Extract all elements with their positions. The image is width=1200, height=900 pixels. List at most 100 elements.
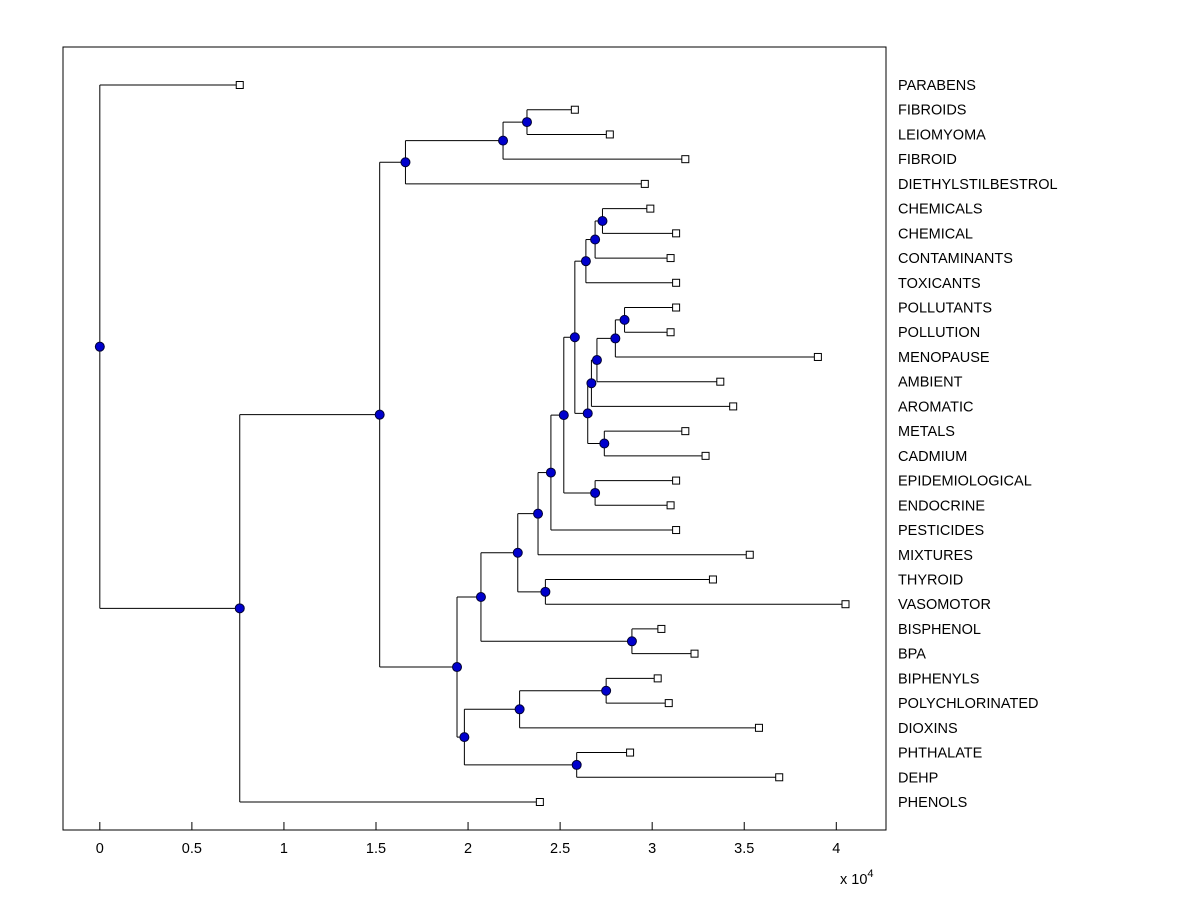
branch-node-marker — [512, 547, 523, 558]
x-tick-label: 3.5 — [734, 841, 754, 857]
leaf-label: DEHP — [898, 770, 938, 786]
leaf-label: LEIOMYOMA — [898, 127, 986, 143]
leaf-node-marker — [666, 254, 675, 263]
leaf-label: AROMATIC — [898, 399, 973, 415]
leaf-label: CADMIUM — [898, 449, 967, 465]
x-tick-label: 0.5 — [182, 841, 202, 857]
leaf-node-marker — [729, 402, 738, 411]
branch-node-marker — [540, 586, 551, 597]
leaf-node-marker — [235, 81, 244, 89]
branch-node-marker — [234, 603, 245, 614]
leaf-node-marker — [646, 204, 655, 213]
x-tick-label: 3 — [648, 841, 656, 857]
branch-node-marker — [610, 333, 621, 344]
branch-node-marker — [569, 332, 580, 343]
x-tick-label: 1 — [280, 841, 288, 857]
branch-node-marker — [475, 592, 486, 603]
leaf-node-marker — [681, 427, 690, 436]
leaf-label: THYROID — [898, 572, 963, 588]
leaf-node-marker — [666, 328, 675, 337]
branch-node-marker — [533, 508, 544, 519]
branch-node-marker — [580, 256, 591, 267]
leaf-node-marker — [701, 451, 710, 460]
leaf-node-marker — [775, 773, 784, 782]
leaf-label: POLLUTION — [898, 325, 980, 341]
leaf-label: FIBROID — [898, 152, 957, 168]
leaf-label: POLLUTANTS — [898, 301, 992, 317]
leaf-label: ENDOCRINE — [898, 498, 985, 514]
branch-node-marker — [545, 467, 556, 478]
leaf-node-marker — [672, 278, 681, 287]
x-tick-label: 0 — [96, 841, 104, 857]
leaf-label: PESTICIDES — [898, 523, 984, 539]
leaf-node-marker — [653, 674, 662, 683]
leaf-node-marker — [672, 229, 681, 238]
branch-node-marker — [591, 355, 602, 366]
leaf-node-marker — [666, 501, 675, 510]
leaf-node-marker — [570, 105, 579, 114]
leaf-label: POLYCHLORINATED — [898, 696, 1038, 712]
branch-node-marker — [590, 487, 601, 498]
branch-node-marker — [619, 314, 630, 325]
leaf-label: CHEMICAL — [898, 226, 973, 242]
leaf-label: CONTAMINANTS — [898, 251, 1013, 267]
leaf-label: FIBROIDS — [898, 103, 966, 119]
branch-node-marker — [597, 215, 608, 226]
leaf-label: MIXTURES — [898, 548, 973, 564]
leaf-label: BPA — [898, 647, 926, 663]
leaf-node-marker — [754, 723, 763, 732]
leaf-label: VASOMOTOR — [898, 597, 991, 613]
branch-node-marker — [452, 662, 463, 673]
leaf-node-marker — [535, 798, 544, 806]
x-tick-label: 2.5 — [550, 841, 570, 857]
x-axis-multiplier: x 104 — [840, 868, 874, 888]
leaf-node-marker — [813, 352, 822, 361]
branch-node-marker — [582, 408, 593, 419]
leaf-label: PARABENS — [898, 78, 976, 94]
leaf-node-marker — [657, 624, 666, 633]
leaf-label: BISPHENOL — [898, 622, 981, 638]
plot-box — [62, 46, 887, 831]
leaf-node-marker — [626, 748, 635, 757]
branch-node-marker — [498, 135, 509, 146]
leaf-label: BIPHENYLS — [898, 671, 979, 687]
branch-node-marker — [586, 378, 597, 389]
branch-node-marker — [514, 704, 525, 715]
branch-node-marker — [590, 234, 601, 245]
branch-node-marker — [558, 410, 569, 421]
leaf-label: MENOPAUSE — [898, 350, 990, 366]
branch-node-marker — [599, 438, 610, 449]
leaf-node-marker — [672, 476, 681, 485]
leaf-label: PHTHALATE — [898, 746, 983, 762]
branch-node-marker — [521, 117, 532, 128]
x-tick-label: 2 — [464, 841, 472, 857]
branch-node-marker — [94, 341, 105, 352]
branch-node-marker — [459, 732, 470, 743]
leaf-label: PHENOLS — [898, 795, 967, 811]
x-tick-label: 1.5 — [366, 841, 386, 857]
branch-node-marker — [626, 636, 637, 647]
leaf-node-marker — [605, 130, 614, 139]
leaf-node-marker — [672, 526, 681, 535]
leaf-node-marker — [708, 575, 717, 584]
leaf-label: CHEMICALS — [898, 202, 983, 218]
branch-node-marker — [400, 157, 411, 168]
branch-node-marker — [601, 685, 612, 696]
x-tick-label: 4 — [832, 841, 840, 857]
leaf-label: TOXICANTS — [898, 276, 981, 292]
leaf-node-marker — [681, 155, 690, 164]
leaf-node-marker — [745, 550, 754, 559]
leaf-node-marker — [716, 377, 725, 386]
branch-node-marker — [374, 409, 385, 420]
leaf-node-marker — [664, 699, 673, 708]
leaf-label: EPIDEMIOLOGICAL — [898, 474, 1032, 490]
leaf-label: DIETHYLSTILBESTROL — [898, 177, 1058, 193]
leaf-node-marker — [841, 600, 850, 609]
leaf-node-marker — [672, 303, 681, 312]
leaf-label: AMBIENT — [898, 375, 963, 391]
leaf-node-marker — [640, 179, 649, 188]
leaf-label: DIOXINS — [898, 721, 958, 737]
leaf-label: METALS — [898, 424, 955, 440]
